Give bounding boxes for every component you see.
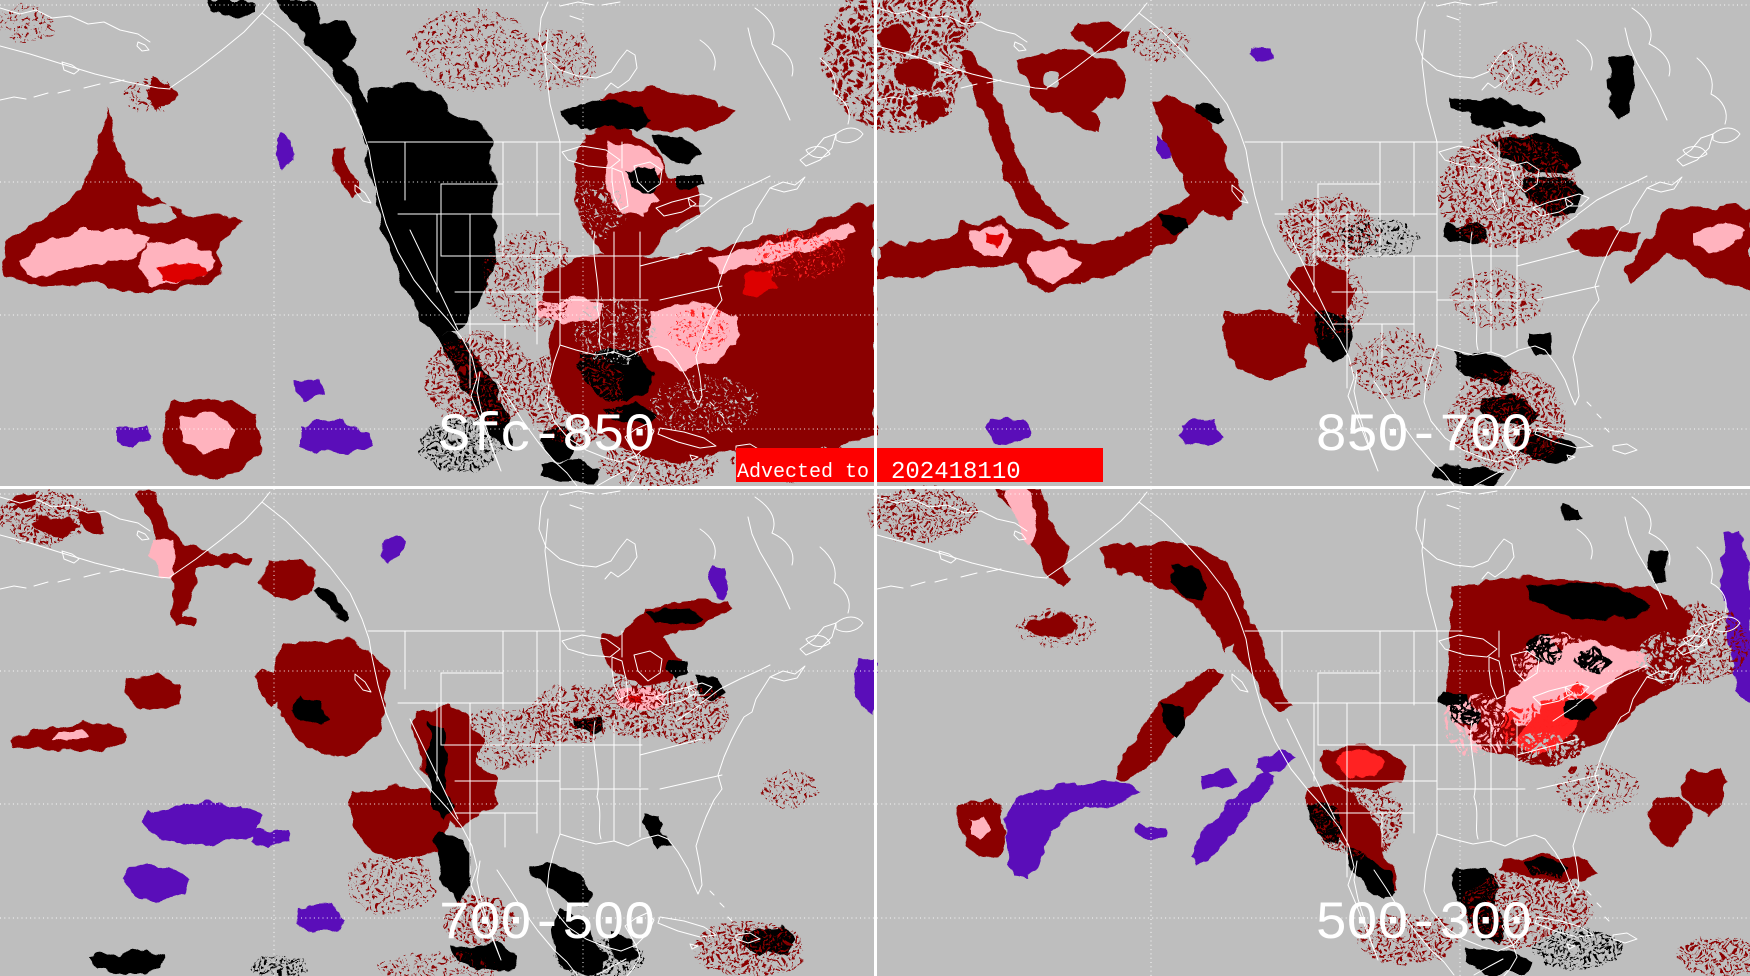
svg-text:Advected to: Advected to xyxy=(737,461,869,484)
svg-text:700-500: 700-500 xyxy=(438,894,654,955)
svg-text:Sfc-850: Sfc-850 xyxy=(438,406,654,467)
svg-text:500-300: 500-300 xyxy=(1315,894,1531,955)
svg-text:202418110: 202418110 xyxy=(891,459,1021,486)
svg-text:850-700: 850-700 xyxy=(1315,406,1531,467)
